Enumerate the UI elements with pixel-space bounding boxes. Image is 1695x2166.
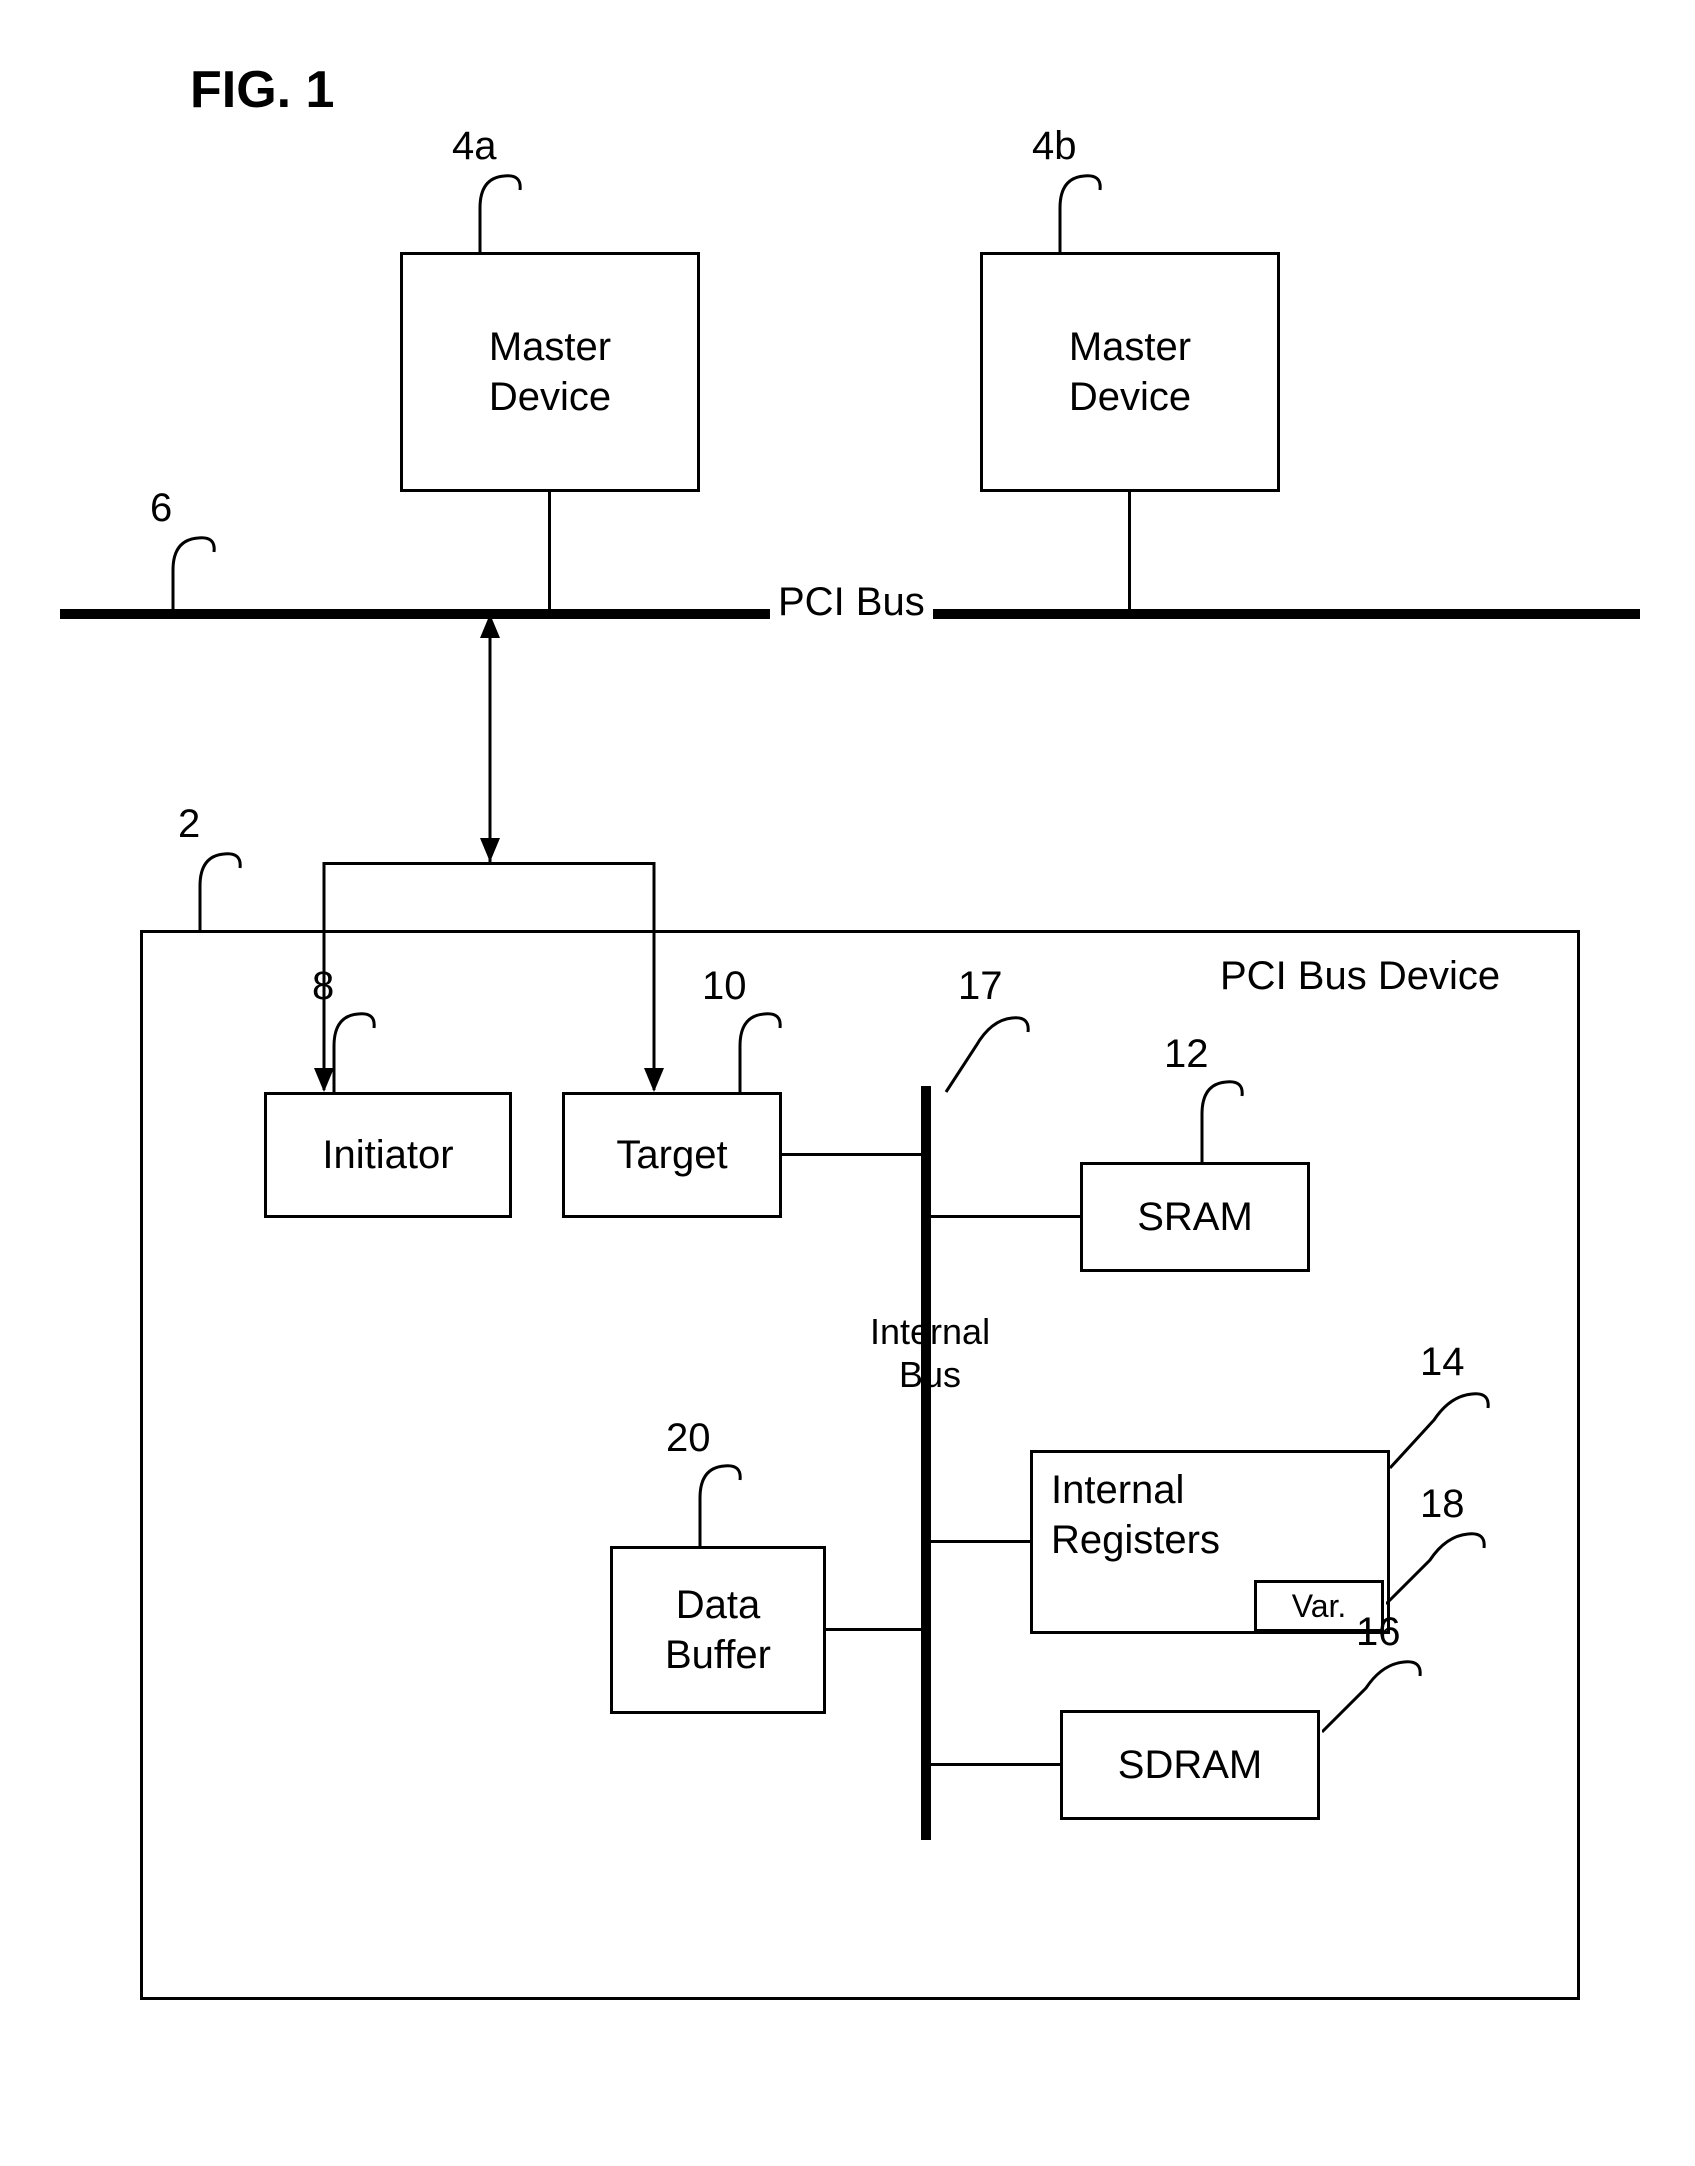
initiator-text: Initiator — [322, 1130, 453, 1180]
ref-16: 16 — [1356, 1610, 1401, 1655]
ref-4b: 4b — [1032, 124, 1077, 169]
int-reg-text: Internal Registers — [1051, 1465, 1220, 1565]
ref-12: 12 — [1164, 1032, 1209, 1077]
ref-10: 10 — [702, 964, 747, 1009]
sdram-to-ibus — [931, 1763, 1060, 1766]
ref-lead-4b — [1020, 168, 1110, 254]
master-device-a: Master Device — [400, 252, 700, 492]
master-a-text: Master Device — [489, 322, 611, 422]
ref-lead-4a — [440, 168, 530, 254]
sdram-text: SDRAM — [1118, 1740, 1262, 1790]
ref-6: 6 — [150, 486, 172, 531]
pci-bus-label: PCI Bus — [770, 580, 933, 625]
fork-top — [324, 862, 654, 865]
data-buffer-text: Data Buffer — [665, 1580, 771, 1680]
ref-14: 14 — [1420, 1340, 1465, 1385]
internal-bus-text1: Internal — [870, 1311, 990, 1352]
ref-lead-20 — [660, 1458, 750, 1548]
sdram-block: SDRAM — [1060, 1710, 1320, 1820]
intreg-to-ibus — [931, 1540, 1030, 1543]
ref-lead-2 — [160, 846, 250, 932]
figure-title: FIG. 1 — [190, 60, 334, 120]
buffer-to-ibus — [826, 1628, 922, 1631]
ref-8: 8 — [312, 964, 334, 1009]
ref-20: 20 — [666, 1416, 711, 1461]
master-a-to-bus — [548, 492, 551, 612]
ref-lead-12 — [1162, 1074, 1252, 1164]
internal-bus-label: Internal Bus — [870, 1310, 990, 1396]
var-text: Var. — [1292, 1586, 1347, 1626]
master-b-text: Master Device — [1069, 322, 1191, 422]
internal-bus-text2: Bus — [899, 1354, 961, 1395]
target-text: Target — [616, 1130, 727, 1180]
sram-text: SRAM — [1137, 1192, 1253, 1242]
master-b-to-bus — [1128, 492, 1131, 612]
data-buffer-block: Data Buffer — [610, 1546, 826, 1714]
ref-2: 2 — [178, 802, 200, 847]
ref-lead-18 — [1386, 1520, 1496, 1606]
ref-17: 17 — [958, 964, 1003, 1009]
ref-lead-10 — [700, 1006, 790, 1094]
sram-block: SRAM — [1080, 1162, 1310, 1272]
pci-bus-device-label: PCI Bus Device — [1220, 954, 1500, 999]
bus-to-device-stem — [460, 614, 520, 864]
initiator-block: Initiator — [264, 1092, 512, 1218]
sram-to-ibus — [931, 1215, 1080, 1218]
ref-18: 18 — [1420, 1482, 1465, 1527]
ref-lead-14 — [1390, 1380, 1500, 1470]
target-block: Target — [562, 1092, 782, 1218]
master-device-b: Master Device — [980, 252, 1280, 492]
ref-lead-17 — [936, 1006, 1036, 1094]
ref-lead-6 — [128, 530, 218, 612]
ref-4a: 4a — [452, 124, 497, 169]
target-to-ibus — [782, 1153, 926, 1156]
internal-bus-line — [921, 1086, 931, 1840]
ref-lead-16 — [1322, 1648, 1432, 1734]
ref-lead-8 — [294, 1006, 384, 1094]
